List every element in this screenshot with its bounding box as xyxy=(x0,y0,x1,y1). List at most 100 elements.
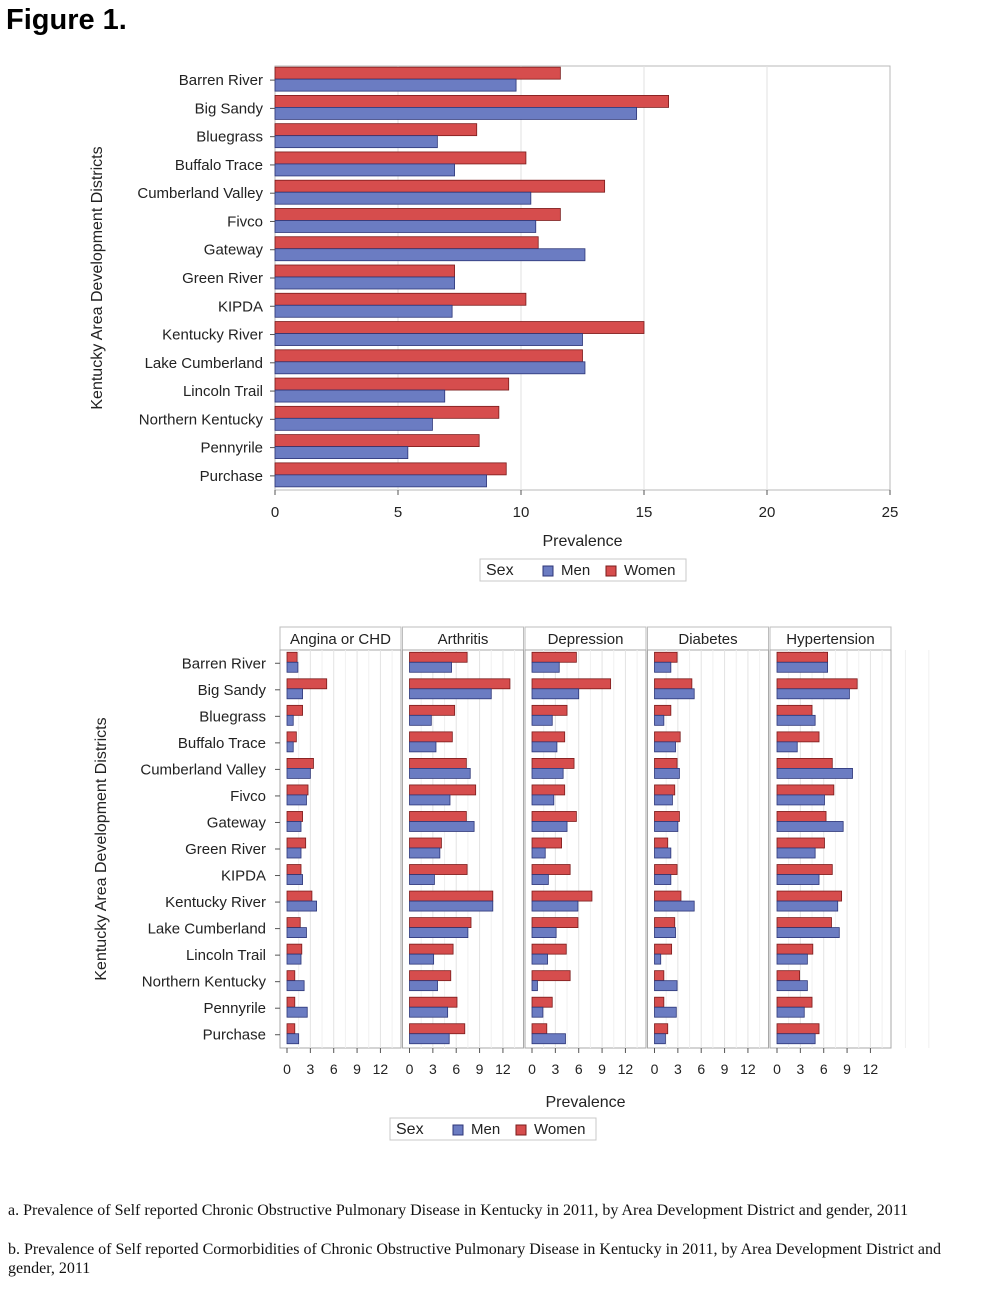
bar-men-angina-or-chd-northern-kentucky xyxy=(286,980,305,992)
bar-men-arthritis-cumberland-valley xyxy=(409,768,471,779)
bar-men-diabetes-northern-kentucky xyxy=(654,980,678,992)
bar-men-depression-big-sandy xyxy=(531,688,580,700)
bar-men-angina-or-chd-fivco xyxy=(286,794,307,806)
bar-women-depression-barren-river xyxy=(531,651,577,663)
tick-label-x-arthritis-9: 9 xyxy=(476,1061,484,1077)
bar-women-arthritis-northern-kentucky xyxy=(409,970,452,982)
tick-label-x-arthritis-3: 3 xyxy=(429,1061,437,1077)
tick-label-y-gateway: Gateway xyxy=(204,242,264,259)
tick-label-x-10: 10 xyxy=(513,504,530,521)
bar-women-hypertension-barren-river xyxy=(776,651,829,663)
bar-men-hypertension-northern-kentucky xyxy=(776,980,808,992)
bar-women-arthritis-big-sandy xyxy=(409,678,511,690)
bar-men-arthritis-big-sandy xyxy=(409,688,492,700)
tick-label-y-buffalo-trace: Buffalo Trace xyxy=(175,157,263,174)
bar-men-diabetes-lincoln-trail xyxy=(654,953,662,965)
bar-women-angina-or-chd-bluegrass xyxy=(286,704,303,716)
tick-label-y-lincoln-trail: Lincoln Trail xyxy=(183,383,263,400)
bar-women-arthritis-lincoln-trail xyxy=(409,943,454,955)
bar-men-arthritis-fivco xyxy=(409,794,451,806)
bar-women-angina-or-chd-purchase xyxy=(286,1023,296,1035)
bar-men-arthritis-green-river xyxy=(409,847,441,859)
bar-women-arthritis-fivco xyxy=(409,784,477,796)
bar-women-depression-kipda xyxy=(531,864,571,875)
tick-label-x-hypertension-12: 12 xyxy=(863,1061,879,1077)
tick-label-x-diabetes-0: 0 xyxy=(651,1061,659,1077)
bar-men-hypertension-cumberland-valley xyxy=(776,768,853,779)
bar-men-diabetes-purchase xyxy=(654,1033,666,1045)
bar-women-angina-or-chd-cumberland-valley xyxy=(286,758,314,769)
bar-men-angina-or-chd-buffalo-trace xyxy=(286,741,294,753)
bar-men-angina-or-chd-green-river xyxy=(286,847,302,859)
bar-women-angina-or-chd-gateway xyxy=(286,811,303,822)
figure-title: Figure 1. xyxy=(6,4,127,36)
bar-men-depression-gateway xyxy=(531,821,568,832)
caption-b: b. Prevalence of Self reported Cormorbid… xyxy=(8,1241,941,1277)
tick-label-x-depression-6: 6 xyxy=(575,1061,583,1077)
bar-men-arthritis-kipda xyxy=(409,874,435,885)
tick-label-x-5: 5 xyxy=(394,504,402,521)
tick-label-y-kentucky-river: Kentucky River xyxy=(162,327,263,344)
tick-label-y-northern-kentucky: Northern Kentucky xyxy=(139,411,264,428)
bar-men-depression-green-river xyxy=(531,847,546,859)
bar-men-arthritis-lake-cumberland xyxy=(409,927,469,938)
tick-label-x-hypertension-6: 6 xyxy=(820,1061,828,1077)
bar-men-green-river xyxy=(274,276,455,290)
bar-women-diabetes-purchase xyxy=(654,1023,669,1035)
bar-men-depression-purchase xyxy=(531,1033,566,1045)
tick-label-y-green-river: Green River xyxy=(182,270,263,287)
bar-women-arthritis-buffalo-trace xyxy=(409,731,453,743)
bar-men-diabetes-lake-cumberland xyxy=(654,927,676,938)
legend-box xyxy=(479,558,687,582)
bar-women-diabetes-fivco xyxy=(654,784,676,796)
legend-swatch-men xyxy=(452,1124,464,1136)
bar-women-diabetes-green-river xyxy=(654,837,669,849)
bar-men-diabetes-green-river xyxy=(654,847,672,859)
bar-men-hypertension-fivco xyxy=(776,794,825,806)
bar-women-diabetes-lincoln-trail xyxy=(654,943,673,955)
bar-women-depression-bluegrass xyxy=(531,704,568,716)
bar-women-depression-big-sandy xyxy=(531,678,612,690)
bar-men-depression-barren-river xyxy=(531,661,560,673)
panel-title-hypertension: Hypertension xyxy=(786,631,874,648)
bar-women-arthritis-kentucky-river xyxy=(409,890,494,902)
bar-women-arthritis-kipda xyxy=(409,864,468,875)
bar-men-hypertension-kentucky-river xyxy=(776,900,839,912)
bar-women-angina-or-chd-kentucky-river xyxy=(286,890,313,902)
bar-women-arthritis-cumberland-valley xyxy=(409,758,467,769)
bar-men-cumberland-valley xyxy=(274,191,532,205)
tick-label-y-cumberland-valley: Cumberland Valley xyxy=(137,185,263,202)
bar-women-depression-kentucky-river xyxy=(531,890,593,902)
bar-men-depression-buffalo-trace xyxy=(531,741,558,753)
bar-men-depression-kentucky-river xyxy=(531,900,579,912)
bar-men-diabetes-fivco xyxy=(654,794,673,806)
bar-women-hypertension-pennyrile xyxy=(776,996,813,1008)
bar-women-diabetes-buffalo-trace xyxy=(654,731,681,743)
bar-women-diabetes-barren-river xyxy=(654,651,678,663)
bar-men-hypertension-green-river xyxy=(776,847,816,859)
bar-women-depression-gateway xyxy=(531,811,577,822)
bar-women-arthritis-purchase xyxy=(409,1023,466,1035)
bar-men-depression-kipda xyxy=(531,874,549,885)
bar-men-hypertension-big-sandy xyxy=(776,688,850,700)
bar-men-diabetes-kipda xyxy=(654,874,672,885)
bar-men-diabetes-barren-river xyxy=(654,661,672,673)
tick-label-y-b-lincoln-trail: Lincoln Trail xyxy=(186,947,266,964)
tick-label-y-lake-cumberland: Lake Cumberland xyxy=(145,355,263,372)
bar-women-hypertension-green-river xyxy=(776,837,825,849)
tick-label-x-angina-or-chd-6: 6 xyxy=(330,1061,338,1077)
bar-men-pennyrile xyxy=(274,446,409,460)
tick-label-y-b-kentucky-river: Kentucky River xyxy=(165,894,266,911)
panel-title-depression: Depression xyxy=(548,631,624,648)
bar-men-depression-cumberland-valley xyxy=(531,768,564,779)
bar-women-diabetes-northern-kentucky xyxy=(654,970,665,982)
tick-label-y-big-sandy: Big Sandy xyxy=(195,100,264,117)
bar-men-angina-or-chd-lincoln-trail xyxy=(286,953,302,965)
bar-men-diabetes-pennyrile xyxy=(654,1006,677,1018)
bar-men-kentucky-river xyxy=(274,333,583,346)
tick-label-y-b-lake-cumberland: Lake Cumberland xyxy=(148,921,266,938)
bar-men-lincoln-trail xyxy=(274,389,446,403)
bar-women-hypertension-big-sandy xyxy=(776,678,858,690)
tick-label-x-depression-0: 0 xyxy=(528,1061,536,1077)
